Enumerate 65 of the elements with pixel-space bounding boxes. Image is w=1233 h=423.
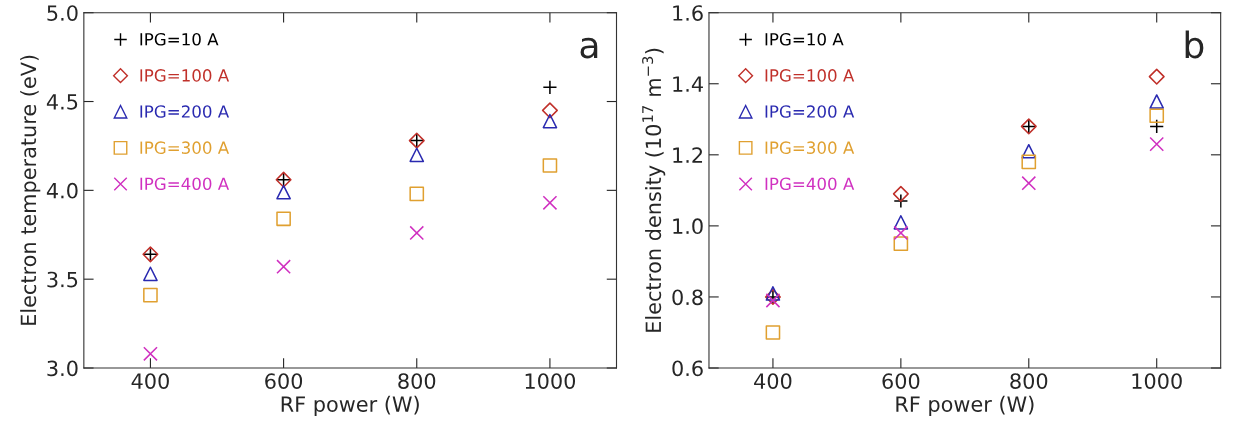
point [893, 236, 909, 252]
y-tick-label: 3.5 [47, 271, 78, 288]
point [765, 293, 781, 308]
point [1149, 119, 1165, 134]
point [1148, 68, 1165, 85]
point [893, 225, 909, 241]
legend-label: IPG=100 A [140, 69, 230, 82]
point [143, 346, 158, 362]
point [765, 286, 781, 301]
legend-label: IPG=200 A [140, 105, 230, 118]
point [542, 79, 558, 95]
point [892, 185, 909, 202]
x-tick-label: 400 [754, 373, 792, 389]
x-tick-label: 800 [1010, 373, 1048, 389]
y-axis-title: Electron density (10$^{17}$ m$^{−3}$) [642, 48, 666, 332]
annotation: b [1185, 30, 1204, 59]
point [542, 158, 558, 173]
x-axis-title: RF power (W) [281, 395, 419, 416]
point [541, 102, 558, 119]
y-tick-label: 0.6 [672, 360, 703, 377]
point [143, 287, 158, 303]
y-tick-label: 3.0 [47, 360, 78, 377]
legend-label: IPG=300 A [765, 141, 855, 154]
point [1021, 143, 1037, 159]
annotation: a [580, 37, 598, 59]
point [276, 184, 291, 200]
point [276, 259, 291, 275]
x-tick-label: 1000 [1132, 373, 1182, 389]
point [143, 266, 158, 282]
point [542, 113, 558, 129]
y-tick-label: 5.0 [47, 5, 78, 21]
point [276, 211, 291, 227]
legend-label: IPG=400 A [140, 177, 230, 191]
x-tick-label: 600 [265, 373, 303, 389]
point [542, 195, 558, 211]
point [409, 225, 425, 241]
y-tick-label: 4.0 [46, 182, 78, 199]
point [1021, 154, 1037, 170]
x-tick-label: 1000 [525, 373, 576, 389]
x-axis-title: RF power (W) [896, 395, 1034, 416]
point [1149, 94, 1165, 109]
point [409, 147, 425, 163]
x-tick-label: 400 [131, 373, 169, 389]
point [765, 325, 781, 340]
y-tick-label: 1.2 [673, 147, 703, 163]
legend-label: IPG=300 A [140, 141, 230, 154]
y-axis-title: Electron temperature (eV) [20, 55, 41, 325]
point [1021, 175, 1037, 191]
point [1149, 108, 1165, 124]
legend-label: IPG=400 A [765, 177, 855, 191]
legend-label: IPG=10 A [140, 32, 219, 46]
y-tick-label: 1.4 [673, 76, 703, 92]
y-tick-label: 4.5 [46, 94, 78, 110]
legend-label: IPG=100 A [765, 69, 855, 82]
x-tick-label: 600 [882, 373, 920, 389]
y-tick-label: 0.8 [672, 289, 703, 306]
x-tick-label: 800 [398, 373, 436, 389]
point [409, 186, 425, 202]
y-tick-label: 1.6 [673, 5, 703, 21]
y-tick-label: 1.0 [673, 218, 703, 235]
point [893, 214, 909, 230]
point [893, 193, 909, 209]
legend-label: IPG=10 A [765, 32, 844, 46]
point [1149, 136, 1165, 152]
legend-label: IPG=200 A [765, 105, 855, 118]
